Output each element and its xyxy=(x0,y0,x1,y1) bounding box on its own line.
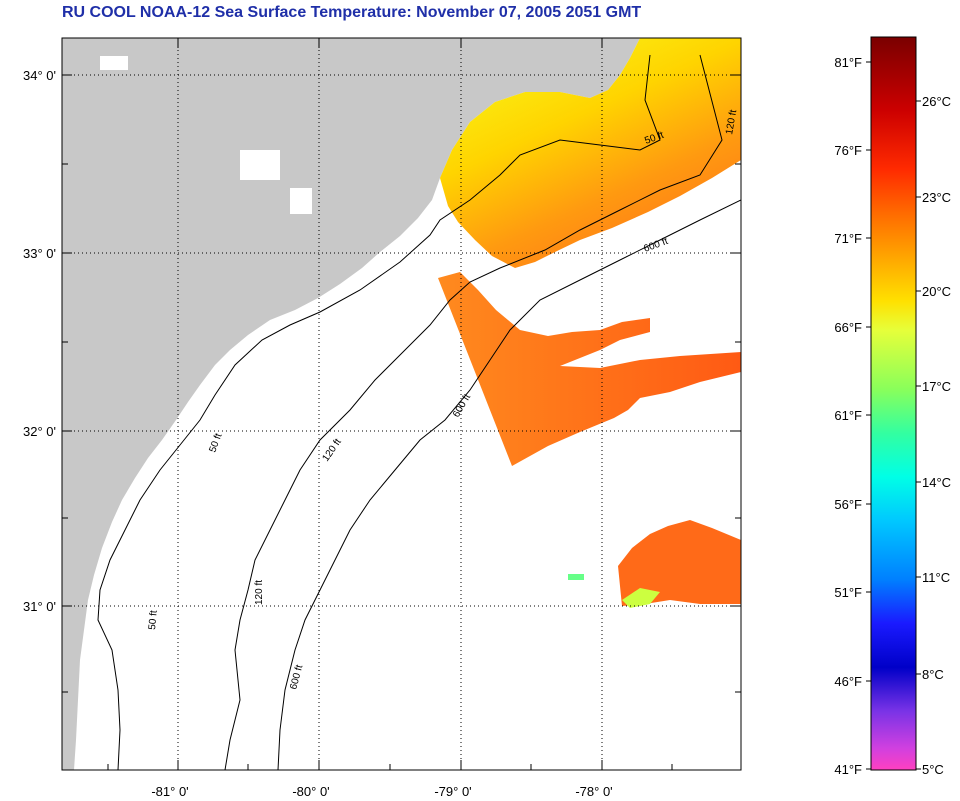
sst-patch-north xyxy=(440,38,741,268)
cb-c-11: 11°C xyxy=(922,570,950,585)
sst-patch-swath xyxy=(438,272,741,466)
map-panel xyxy=(62,38,741,770)
colorbar-celsius-labels: 26°C 23°C 20°C 17°C 14°C 11°C 8°C 5°C xyxy=(922,94,951,777)
longitude-labels: -81° 0' -80° 0' -79° 0' -78° 0' xyxy=(151,784,612,799)
cb-f-71: 71°F xyxy=(834,231,862,246)
contour-label-50ft-sw: 50 ft xyxy=(147,610,160,631)
cb-f-76: 76°F xyxy=(834,143,862,158)
latitude-labels: 34° 0' 33° 0' 32° 0' 31° 0' xyxy=(23,68,56,614)
map-title: RU COOL NOAA-12 Sea Surface Temperature:… xyxy=(62,4,642,21)
lon-label-80: -80° 0' xyxy=(292,784,329,799)
frame-ticks xyxy=(62,38,741,770)
contour-label-120ft-sw: 120 ft xyxy=(254,580,265,605)
cb-f-56: 56°F xyxy=(834,497,862,512)
contour-label-120ft-ne: 120 ft xyxy=(724,109,739,136)
colorbar-gradient xyxy=(870,36,917,771)
contour-600ft xyxy=(277,199,741,770)
contour-50ft xyxy=(97,54,661,770)
sst-patch-south xyxy=(618,520,741,606)
colorbar-fahrenheit-labels: 81°F 76°F 71°F 66°F 61°F 56°F 51°F 46°F … xyxy=(834,55,862,777)
depth-contours xyxy=(97,54,741,770)
map-frame xyxy=(61,37,742,771)
cb-c-26: 26°C xyxy=(922,94,951,109)
cb-c-23: 23°C xyxy=(922,190,951,205)
cb-c-8: 8°C xyxy=(922,667,944,682)
sst-patch-south-cool xyxy=(622,588,660,608)
lat-label-31: 31° 0' xyxy=(23,599,56,614)
cb-c-5: 5°C xyxy=(922,762,944,777)
cloud-specks xyxy=(100,56,312,214)
lon-label-78: -78° 0' xyxy=(575,784,612,799)
cb-f-41: 41°F xyxy=(834,762,862,777)
lon-label-79: -79° 0' xyxy=(434,784,471,799)
lat-label-33: 33° 0' xyxy=(23,246,56,261)
sst-speck xyxy=(568,574,584,580)
cb-c-20: 20°C xyxy=(922,284,951,299)
cb-f-61: 61°F xyxy=(834,408,862,423)
lat-label-34: 34° 0' xyxy=(23,68,56,83)
land-mass xyxy=(62,38,640,770)
cb-f-46: 46°F xyxy=(834,674,862,689)
lon-label-81: -81° 0' xyxy=(151,784,188,799)
contour-120ft xyxy=(224,54,723,770)
cb-f-81: 81°F xyxy=(834,55,862,70)
temperature-colorbar: 81°F 76°F 71°F 66°F 61°F 56°F 51°F 46°F … xyxy=(834,36,951,777)
cb-c-14: 14°C xyxy=(922,475,951,490)
cb-f-66: 66°F xyxy=(834,320,862,335)
lat-label-32: 32° 0' xyxy=(23,424,56,439)
cb-f-51: 51°F xyxy=(834,585,862,600)
cb-c-17: 17°C xyxy=(922,379,951,394)
